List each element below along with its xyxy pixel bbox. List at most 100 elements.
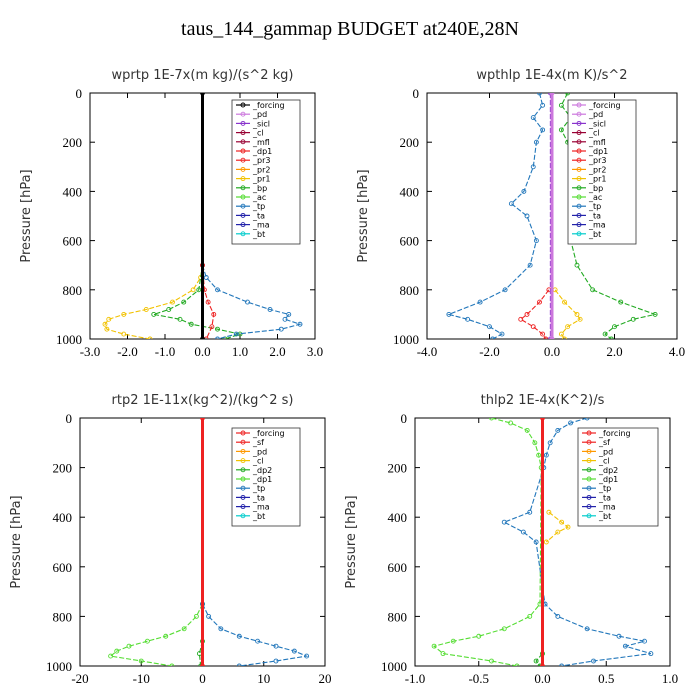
legend-label: _cl	[598, 457, 610, 466]
legend-marker	[240, 120, 246, 126]
legend-marker	[576, 157, 582, 163]
legend-box	[577, 427, 659, 527]
data-point	[547, 336, 553, 339]
legend-marker	[586, 504, 592, 510]
data-point	[562, 336, 567, 339]
legend-marker	[240, 203, 246, 209]
series-line-tp	[447, 93, 544, 339]
data-point	[543, 452, 549, 458]
series-line-tp	[502, 418, 652, 666]
data-point	[652, 311, 658, 317]
x-tick-label: -2.0	[117, 344, 138, 359]
data-point	[540, 127, 546, 133]
data-point	[602, 331, 608, 337]
data-point	[501, 519, 507, 525]
data-point	[549, 336, 555, 339]
data-point	[591, 658, 596, 664]
series-group	[102, 93, 303, 339]
legend-marker	[240, 513, 246, 519]
data-point	[565, 524, 571, 530]
data-point	[532, 440, 538, 446]
legend-label: _tp	[588, 202, 601, 211]
data-point	[577, 316, 583, 322]
legend-label: _forcing	[252, 429, 285, 438]
series-line-cl	[545, 511, 570, 543]
data-point	[524, 311, 530, 317]
data-point	[540, 102, 546, 108]
legend-label: _sicl	[588, 119, 606, 128]
legend-marker	[576, 185, 582, 191]
data-point	[196, 287, 202, 293]
data-point	[440, 651, 446, 657]
data-point	[181, 299, 187, 305]
data-point	[530, 115, 536, 121]
data-point	[616, 633, 622, 639]
legend-marker	[576, 166, 582, 172]
legend-label: _ta	[252, 493, 265, 502]
data-point	[648, 651, 654, 657]
data-point	[562, 299, 567, 305]
data-point	[568, 420, 573, 426]
series-line-tp	[202, 603, 309, 666]
legend-label: _ma	[252, 221, 270, 230]
x-tick-label: 3.0	[307, 344, 323, 359]
data-point	[151, 311, 157, 317]
legend-label: _sf	[252, 438, 264, 447]
legend-label: _mfl	[252, 138, 270, 147]
data-point	[540, 418, 545, 421]
legend-marker	[576, 194, 582, 200]
data-point	[121, 311, 127, 317]
legend-marker	[586, 494, 592, 500]
y-tick-label: 600	[63, 234, 83, 249]
data-point	[104, 326, 110, 332]
data-point	[530, 324, 536, 330]
data-point	[108, 653, 114, 659]
data-point	[489, 658, 494, 664]
legend-marker	[240, 194, 246, 200]
data-point	[527, 262, 533, 268]
y-tick-label: 200	[53, 461, 73, 476]
x-tick-label: -0.5	[468, 671, 489, 686]
legend-marker	[586, 485, 592, 491]
data-point	[487, 324, 492, 330]
legend-label: _pr3	[588, 156, 606, 165]
y-tick-label: 800	[53, 609, 73, 624]
data-point	[540, 331, 546, 337]
legend-label: _dp1	[252, 475, 272, 484]
data-point	[514, 663, 520, 666]
data-point	[555, 427, 561, 433]
legend-marker	[586, 458, 592, 464]
x-tick-label: 0.0	[194, 344, 210, 359]
y-tick-label: 0	[66, 411, 73, 426]
legend-marker	[586, 467, 592, 473]
legend-label: _tp	[252, 202, 265, 211]
legend-label: _pd	[588, 110, 603, 119]
legend-marker	[576, 203, 582, 209]
y-axis-label: Pressure [hPa]	[356, 169, 371, 262]
legend-marker	[240, 439, 246, 445]
data-point	[177, 316, 183, 322]
y-tick-label: 400	[63, 184, 83, 199]
legend-label: _ma	[588, 221, 606, 230]
data-point	[209, 324, 215, 330]
x-tick-label: 10	[257, 671, 270, 686]
legend-label: _sicl	[252, 119, 270, 128]
x-tick-label: 0.0	[544, 344, 560, 359]
x-tick-label: 0.5	[598, 671, 614, 686]
data-point	[200, 663, 205, 666]
data-point	[166, 307, 172, 312]
legend-marker	[240, 467, 246, 473]
data-point	[215, 336, 220, 339]
data-point	[524, 427, 530, 433]
y-tick-label: 400	[400, 184, 420, 199]
panel-title: thlp2 1E-4x(K^2)/s	[481, 393, 605, 408]
legend-label: _pr2	[252, 165, 270, 174]
data-point	[106, 316, 112, 322]
legend-label: _dp1	[252, 147, 272, 156]
legend-label: _pr1	[252, 175, 270, 184]
panel-title: wprtp 1E-7x(m kg)/(s^2 kg)	[112, 68, 294, 83]
data-point	[537, 299, 542, 305]
series-line-dp1	[432, 418, 542, 666]
y-tick-label: 1000	[56, 332, 82, 347]
data-point	[533, 139, 539, 145]
